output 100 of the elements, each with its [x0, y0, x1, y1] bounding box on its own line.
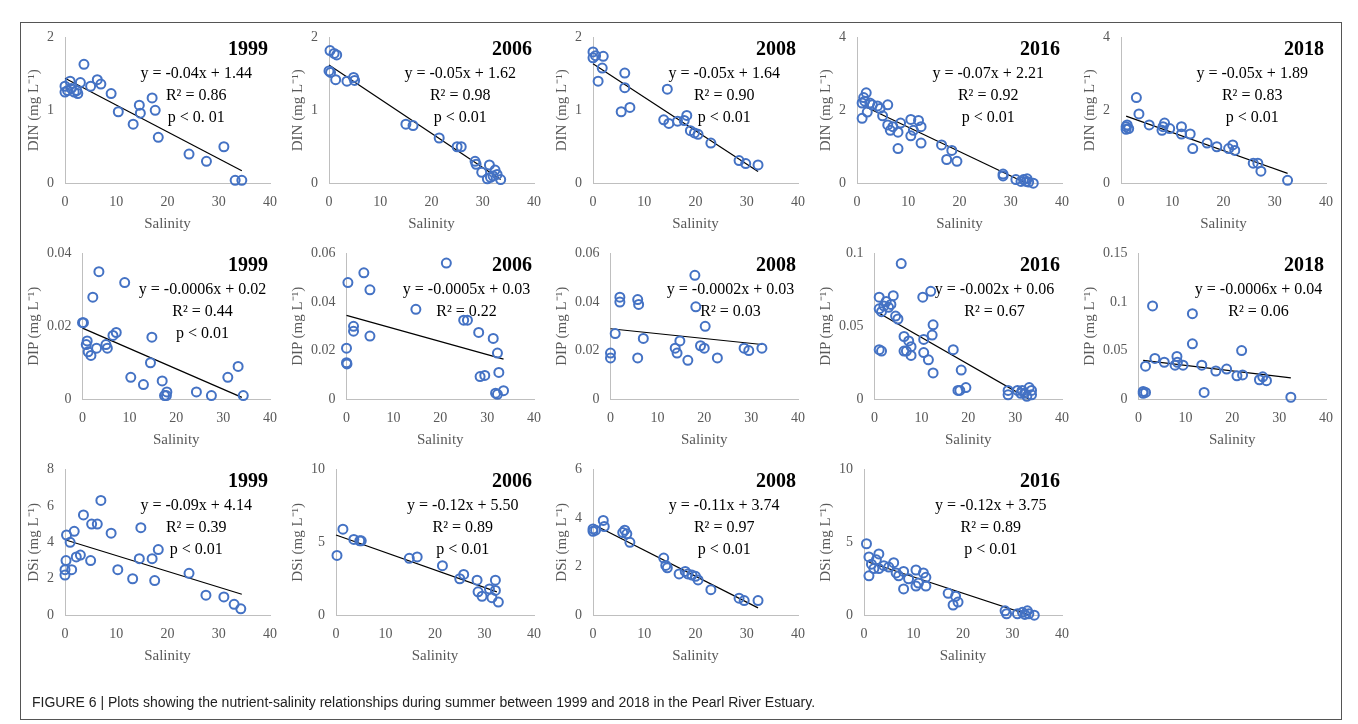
chart-title: 2018: [1284, 252, 1324, 275]
annotation: R² = 0.86: [165, 85, 227, 103]
point: [64, 536, 76, 548]
x-tick-label: 10: [122, 410, 137, 426]
point: [658, 114, 670, 126]
point: [149, 575, 161, 587]
point: [337, 523, 349, 535]
y-tick-label: 2: [47, 29, 54, 45]
point: [1257, 371, 1269, 383]
point: [1260, 375, 1272, 387]
point: [887, 290, 899, 302]
point: [1196, 359, 1208, 371]
x-tick-label: 30: [739, 194, 754, 210]
point: [699, 320, 711, 332]
y-tick-label: 6: [47, 497, 54, 513]
point: [80, 339, 92, 351]
x-axis-title: Salinity: [944, 430, 993, 447]
point: [183, 567, 195, 579]
point: [476, 166, 488, 178]
point: [1255, 165, 1267, 177]
point: [892, 143, 904, 155]
point: [1253, 374, 1265, 386]
point: [183, 148, 195, 160]
point: [663, 117, 675, 129]
point: [913, 115, 924, 127]
point: [632, 294, 644, 306]
point: [1158, 356, 1170, 368]
point: [64, 75, 76, 87]
point: [458, 568, 470, 580]
y-axis-title: DIP (mg L⁻¹): [552, 286, 570, 366]
annotation: R² = 0.98: [429, 85, 491, 103]
x-axis-title: Salinity: [939, 646, 987, 663]
x-tick-label: 20: [1225, 410, 1240, 426]
point: [633, 298, 645, 310]
point: [868, 563, 880, 575]
point: [1184, 128, 1196, 140]
annotation: p < 0.01: [697, 539, 751, 558]
annotation: y = -0.12x + 5.50: [407, 495, 519, 514]
point: [905, 349, 917, 361]
y-tick-label: 10: [311, 461, 325, 477]
y-tick-label: 0.02: [575, 342, 600, 358]
point: [119, 277, 131, 289]
x-tick-label: 30: [211, 194, 226, 210]
point: [137, 379, 149, 391]
point: [1282, 174, 1294, 186]
x-tick-label: 20: [952, 194, 967, 210]
point: [752, 159, 764, 171]
point: [235, 603, 247, 615]
point: [1237, 369, 1249, 381]
point: [146, 553, 158, 565]
point: [619, 82, 631, 94]
point: [883, 561, 895, 573]
y-tick-label: 2: [1103, 101, 1110, 117]
point: [348, 320, 360, 332]
y-tick-label: 0: [592, 390, 600, 406]
y-tick-label: 4: [839, 29, 846, 45]
point: [1229, 144, 1241, 156]
x-tick-label: 20: [961, 410, 976, 426]
y-axis-title: DIP (mg L⁻¹): [24, 286, 42, 366]
point: [1028, 609, 1040, 621]
y-tick-label: 4: [575, 509, 582, 525]
x-tick-label: 20: [169, 410, 184, 426]
point: [1026, 389, 1038, 401]
annotation: R² = 0.67: [964, 301, 1025, 319]
x-tick-label: 20: [688, 626, 703, 642]
y-axis-title: DSi (mg L⁻¹): [552, 502, 570, 582]
point: [146, 92, 158, 104]
point: [491, 347, 503, 359]
y-tick-label: 0: [575, 606, 582, 622]
y-tick-label: 0: [1120, 390, 1128, 406]
point: [609, 328, 621, 340]
x-tick-label: 0: [871, 410, 878, 426]
x-axis-title: Salinity: [144, 646, 192, 663]
point: [146, 331, 158, 343]
y-tick-label: 2: [47, 570, 54, 586]
annotation: p < 0.01: [697, 107, 751, 126]
point: [917, 567, 929, 579]
point: [105, 88, 117, 100]
point: [865, 558, 877, 570]
point: [411, 551, 423, 563]
y-axis-title: DIN (mg L⁻¹): [1080, 69, 1098, 152]
point: [873, 291, 885, 303]
point: [863, 570, 875, 582]
annotation: y = -0.04x + 1.44: [140, 63, 252, 82]
annotation: y = -0.05x + 1.89: [1196, 63, 1308, 82]
point: [711, 352, 723, 364]
point: [491, 168, 503, 180]
x-tick-label: 10: [373, 194, 388, 210]
point: [161, 386, 173, 398]
y-axis-title: DIP (mg L⁻¹): [816, 286, 834, 366]
x-tick-label: 0: [79, 410, 86, 426]
point: [200, 589, 212, 601]
point: [892, 126, 904, 138]
x-tick-label: 0: [343, 410, 350, 426]
point: [673, 568, 685, 580]
point: [472, 586, 484, 598]
point: [756, 342, 768, 354]
point: [74, 549, 86, 561]
x-tick-label: 20: [428, 626, 442, 642]
x-tick-label: 30: [1003, 194, 1018, 210]
